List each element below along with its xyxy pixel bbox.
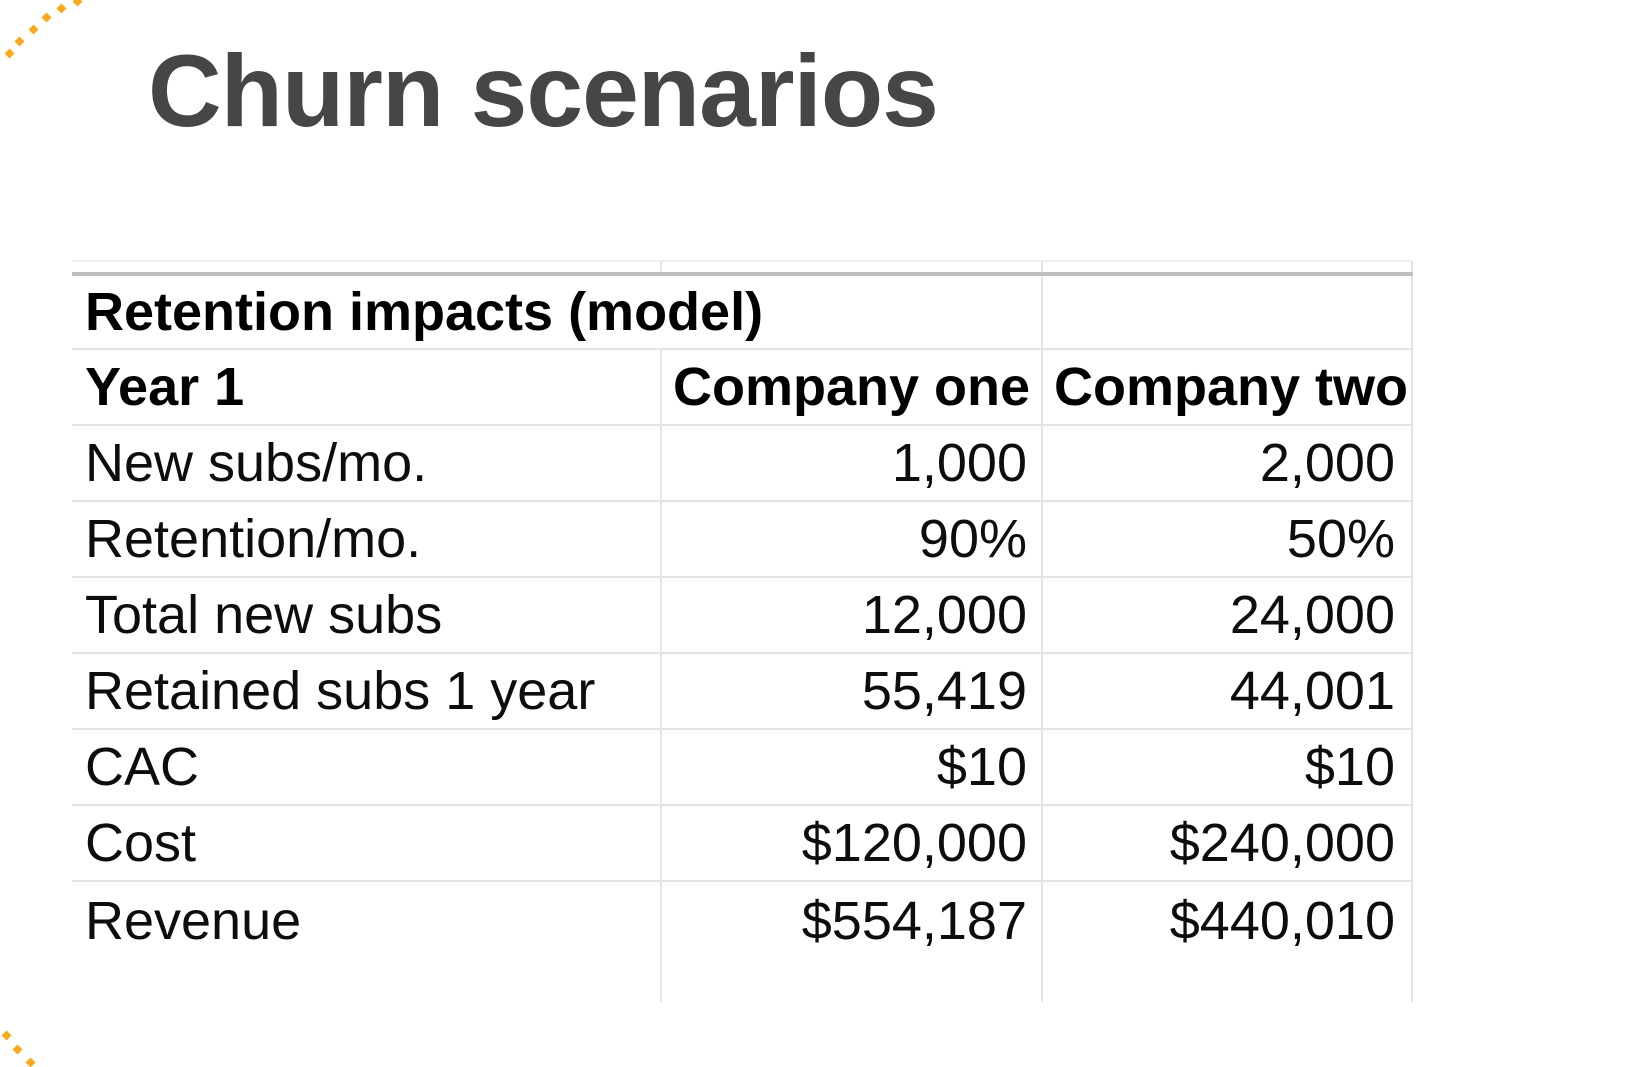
company-one-value: $10 — [662, 730, 1043, 804]
table-row-section-header: Retention impacts (model) — [72, 276, 1413, 350]
row-label: Total new subs — [72, 578, 662, 652]
row-label: New subs/mo. — [72, 426, 662, 500]
company-one-value: $554,187 — [662, 882, 1043, 1002]
empty-cell — [1043, 276, 1413, 348]
table-top-sliver — [72, 260, 1413, 272]
company-two-value: 50% — [1286, 509, 1395, 569]
column-header-company-one: Company one — [662, 350, 1043, 424]
row-label: Cost — [72, 806, 662, 880]
row-label: Retention/mo. — [72, 502, 662, 576]
company-two-value: 44,001 — [1229, 661, 1395, 721]
decor-dot — [4, 48, 15, 59]
decor-dot — [14, 36, 25, 47]
company-one-value: 90% — [662, 502, 1043, 576]
page-title: Churn scenarios — [148, 34, 939, 148]
decor-dot — [41, 12, 52, 23]
table-row-total-new-subs: Total new subs 12,000 24,000 — [72, 578, 1413, 654]
table-row-new-subs: New subs/mo. 1,000 2,000 — [72, 426, 1413, 502]
company-two-value: $440,010 — [1169, 891, 1395, 951]
row-label: Revenue — [72, 882, 662, 1002]
company-two-value: $240,000 — [1169, 813, 1395, 873]
company-one-value: $120,000 — [662, 806, 1043, 880]
decor-dot — [1, 1030, 12, 1041]
decor-dot — [72, 0, 83, 7]
company-two-value: 24,000 — [1229, 585, 1395, 645]
table-row-cost: Cost $120,000 $240,000 — [72, 806, 1413, 882]
section-header-cell: Retention impacts (model) — [72, 276, 1043, 348]
column-header-year-1: Year 1 — [72, 350, 662, 424]
company-one-value: 1,000 — [662, 426, 1043, 500]
table-row-revenue: Revenue $554,187 $440,010 — [72, 882, 1413, 1002]
company-one-value: 55,419 — [662, 654, 1043, 728]
decor-dot — [56, 3, 67, 14]
retention-model-table: Retention impacts (model) Year 1 Company… — [72, 260, 1413, 1002]
company-two-value: $10 — [1304, 737, 1395, 797]
column-header-company-two: Company two — [1054, 357, 1409, 417]
row-label: Retained subs 1 year — [72, 654, 662, 728]
table-row-retained-subs: Retained subs 1 year 55,419 44,001 — [72, 654, 1413, 730]
table-row-cac: CAC $10 $10 — [72, 730, 1413, 806]
table-top-border — [72, 272, 1413, 276]
company-two-value: 2,000 — [1259, 433, 1395, 493]
table-row-retention: Retention/mo. 90% 50% — [72, 502, 1413, 578]
decor-dot — [12, 1044, 23, 1055]
row-label: CAC — [72, 730, 662, 804]
table-header-row: Year 1 Company one Company two — [72, 350, 1413, 426]
company-one-value: 12,000 — [662, 578, 1043, 652]
decor-dot — [28, 24, 39, 35]
